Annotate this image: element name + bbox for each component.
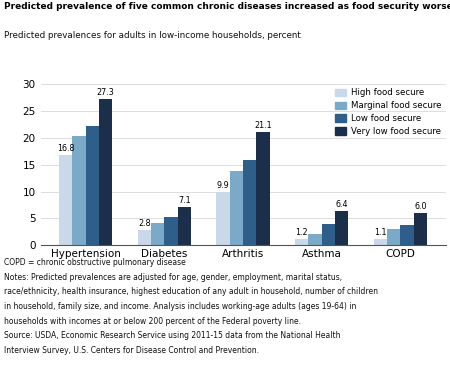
Bar bbox=[151, 223, 164, 245]
Text: 9.9: 9.9 bbox=[216, 181, 230, 190]
Legend: High food secure, Marginal food secure, Low food secure, Very low food secure: High food secure, Marginal food secure, … bbox=[335, 89, 441, 136]
Bar bbox=[387, 229, 400, 245]
Bar bbox=[335, 211, 348, 245]
Text: Predicted prevalence of five common chronic diseases increased as food security : Predicted prevalence of five common chro… bbox=[4, 2, 450, 11]
Text: households with incomes at or below 200 percent of the Federal poverty line.: households with incomes at or below 200 … bbox=[4, 317, 302, 326]
Text: 1.2: 1.2 bbox=[295, 228, 308, 237]
Bar bbox=[164, 217, 178, 245]
Bar bbox=[308, 234, 322, 245]
Text: 1.1: 1.1 bbox=[374, 228, 387, 237]
Text: Interview Survey, U.S. Centers for Disease Control and Prevention.: Interview Survey, U.S. Centers for Disea… bbox=[4, 346, 260, 355]
Text: COPD = chronic obstructive pulmonary disease: COPD = chronic obstructive pulmonary dis… bbox=[4, 258, 186, 267]
Bar bbox=[72, 136, 86, 245]
Bar bbox=[295, 239, 308, 245]
Text: Predicted prevalences for adults in low-income households, percent: Predicted prevalences for adults in low-… bbox=[4, 31, 301, 40]
Text: 6.4: 6.4 bbox=[336, 200, 348, 209]
Text: race/ethnicity, health insurance, highest education of any adult in household, n: race/ethnicity, health insurance, highes… bbox=[4, 287, 378, 296]
Bar bbox=[374, 239, 387, 245]
Bar bbox=[59, 155, 72, 245]
Text: 2.8: 2.8 bbox=[138, 219, 151, 228]
Bar bbox=[230, 171, 243, 245]
Bar bbox=[322, 224, 335, 245]
Text: 16.8: 16.8 bbox=[57, 144, 74, 153]
Bar bbox=[86, 126, 99, 245]
Text: Source: USDA, Economic Research Service using 2011-15 data from the National Hea: Source: USDA, Economic Research Service … bbox=[4, 331, 341, 340]
Text: 27.3: 27.3 bbox=[97, 87, 115, 97]
Bar bbox=[216, 192, 230, 245]
Bar bbox=[256, 132, 270, 245]
Bar bbox=[400, 225, 414, 245]
Text: 21.1: 21.1 bbox=[254, 121, 272, 130]
Text: in household, family size, and income. Analysis includes working-age adults (age: in household, family size, and income. A… bbox=[4, 302, 357, 311]
Bar bbox=[243, 160, 256, 245]
Text: 7.1: 7.1 bbox=[178, 196, 191, 205]
Bar bbox=[138, 230, 151, 245]
Text: Notes: Predicted prevalences are adjusted for age, gender, employment, marital s: Notes: Predicted prevalences are adjuste… bbox=[4, 273, 342, 282]
Bar bbox=[414, 213, 427, 245]
Bar bbox=[178, 207, 191, 245]
Text: 6.0: 6.0 bbox=[414, 202, 427, 211]
Bar bbox=[99, 99, 112, 245]
